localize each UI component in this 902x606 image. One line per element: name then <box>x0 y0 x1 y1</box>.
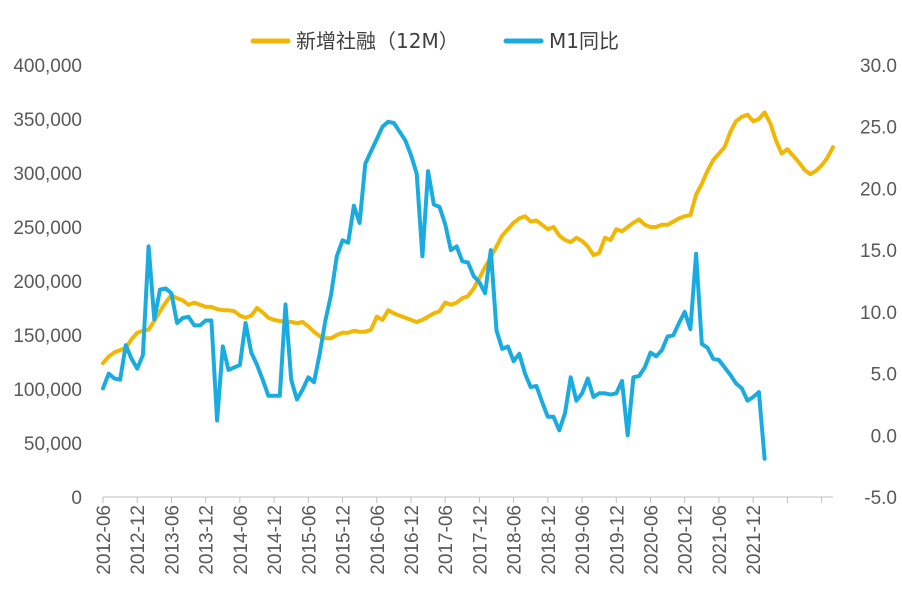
x-tick-label: 2015-06 <box>299 505 320 575</box>
x-tick-label: 2014-06 <box>231 505 252 575</box>
x-tick-label: 2021-12 <box>744 505 765 575</box>
left-y-axis: 0 50,000 100,000 150,000 200,000 250,000 300,0… <box>13 56 82 509</box>
x-tick-label: 2016-12 <box>402 505 423 575</box>
x-tick-label: 2013-06 <box>162 505 183 575</box>
left-y-tick-label: 0 <box>71 488 82 509</box>
right-y-axis: -5.0 0.0 5.0 10.0 15.0 20.0 25.0 30.0 <box>860 56 897 509</box>
x-tick-label: 2012-06 <box>94 505 115 575</box>
left-y-tick-label: 50,000 <box>24 434 82 455</box>
right-y-tick-label: 15.0 <box>860 241 897 262</box>
right-y-tick-label: 5.0 <box>871 365 897 386</box>
x-tick-label: 2014-12 <box>265 505 286 575</box>
x-tick-label: 2016-06 <box>368 505 389 575</box>
left-y-tick-label: 200,000 <box>13 272 82 293</box>
x-tick-label: 2013-12 <box>197 505 218 575</box>
right-y-tick-label: -5.0 <box>864 488 897 509</box>
x-tick-label: 2020-12 <box>676 505 697 575</box>
x-tick-label: 2018-12 <box>539 505 560 575</box>
x-tick-label: 2019-12 <box>607 505 628 575</box>
x-tick-label: 2017-12 <box>470 505 491 575</box>
x-tick-label: 2020-06 <box>642 505 663 575</box>
right-y-tick-label: 25.0 <box>860 118 897 139</box>
left-y-tick-label: 400,000 <box>13 56 82 77</box>
left-y-tick-label: 350,000 <box>13 110 82 131</box>
series-layer <box>101 110 835 461</box>
right-y-tick-label: 0.0 <box>871 426 897 447</box>
x-tick-label: 2012-12 <box>128 505 149 575</box>
x-tick-label: 2018-06 <box>505 505 526 575</box>
left-y-tick-label: 250,000 <box>13 218 82 239</box>
series-line-social-financing <box>101 110 835 366</box>
x-tick-label: 2021-06 <box>710 505 731 575</box>
legend-label: 新增社融（12M） <box>296 29 459 53</box>
legend: 新增社融（12M） M1同比 <box>250 29 619 53</box>
right-y-tick-label: 10.0 <box>860 303 897 324</box>
right-y-tick-label: 20.0 <box>860 179 897 200</box>
left-y-tick-label: 100,000 <box>13 380 82 401</box>
series-line-m1-yoy <box>101 119 767 461</box>
x-tick-label: 2017-06 <box>436 505 457 575</box>
x-tick-label: 2019-06 <box>573 505 594 575</box>
right-y-tick-label: 30.0 <box>860 56 897 77</box>
x-tick-label: 2015-12 <box>334 505 355 575</box>
left-y-tick-label: 150,000 <box>13 326 82 347</box>
legend-label: M1同比 <box>549 29 619 53</box>
left-y-tick-label: 300,000 <box>13 164 82 185</box>
x-axis: 2012-06 2012-12 2013-06 2013-12 2014-06 2014-… <box>94 496 833 575</box>
